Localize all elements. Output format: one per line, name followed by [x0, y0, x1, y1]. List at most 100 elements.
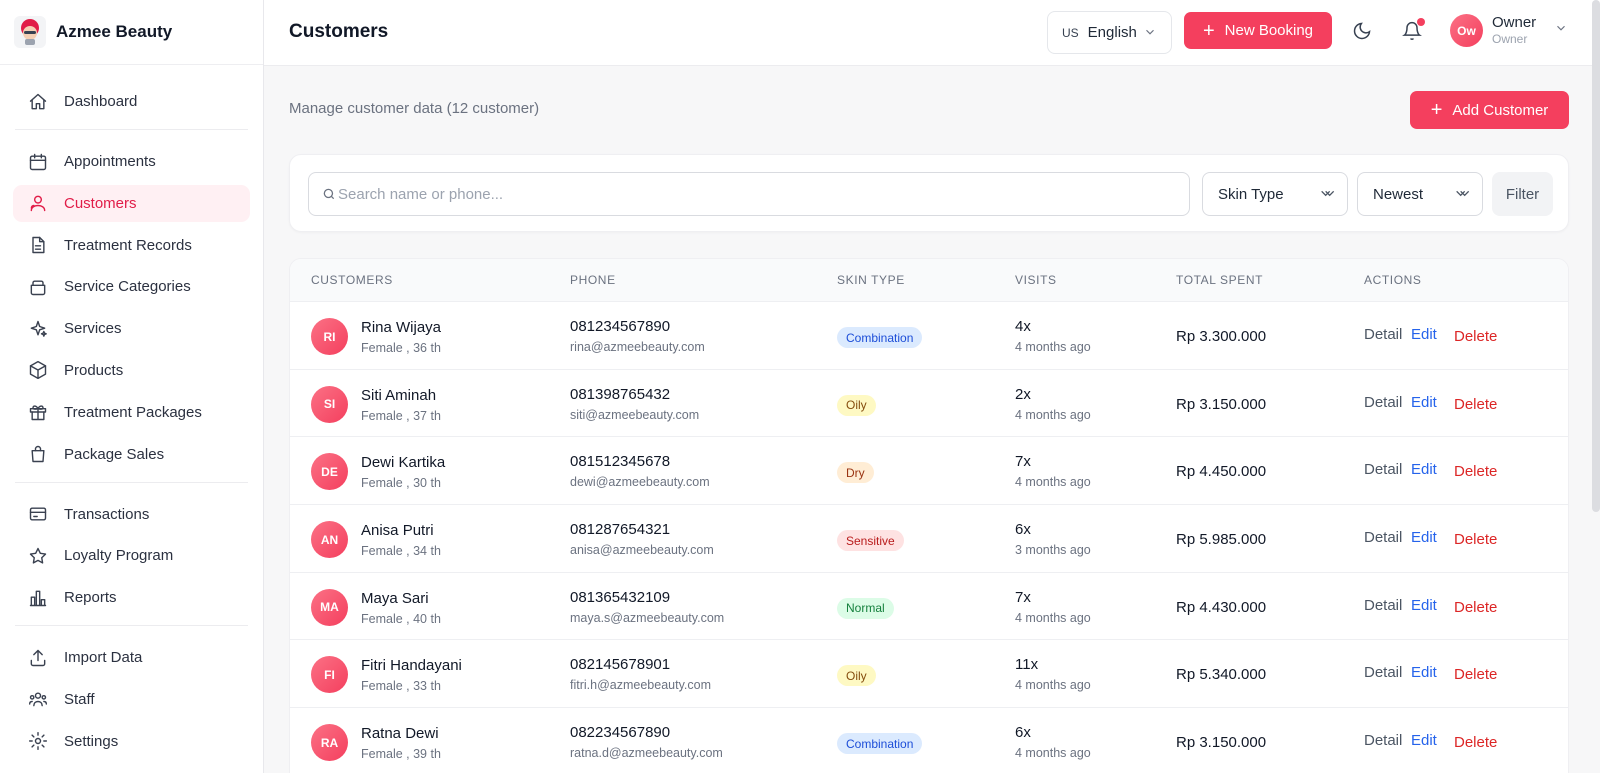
skin-type-badge: Oily — [837, 394, 876, 416]
sidebar-item-loyalty-program[interactable]: Loyalty Program — [13, 537, 250, 574]
delete-link[interactable]: Delete — [1454, 734, 1498, 752]
notifications-button[interactable] — [1402, 18, 1425, 47]
customer-name: Ratna Dewi — [361, 725, 439, 743]
column-header-customers[interactable]: CUSTOMERS — [311, 273, 393, 287]
language-select[interactable]: US English — [1047, 11, 1172, 54]
column-header-visits[interactable]: VISITS — [1015, 273, 1057, 287]
sidebar-item-dashboard[interactable]: Dashboard — [13, 83, 250, 120]
gear-icon — [28, 731, 48, 751]
home-icon — [28, 92, 48, 112]
detail-link[interactable]: Detail — [1364, 461, 1403, 479]
detail-link[interactable]: Detail — [1364, 529, 1403, 547]
column-header-total-spent[interactable]: TOTAL SPENT — [1176, 273, 1264, 287]
detail-link[interactable]: Detail — [1364, 732, 1403, 750]
customer-gender-age: Female , 40 th — [361, 611, 441, 626]
layers-icon — [28, 277, 48, 297]
search-input[interactable] — [338, 185, 1158, 203]
language-label: English — [1087, 24, 1137, 41]
sidebar-item-transactions[interactable]: Transactions — [13, 496, 250, 533]
customer-phone: 081287654321 — [570, 521, 671, 539]
visit-count: 6x — [1015, 521, 1031, 539]
document-icon — [28, 235, 48, 255]
column-header-skin-type[interactable]: SKIN TYPE — [837, 273, 905, 287]
edit-link[interactable]: Edit — [1411, 529, 1437, 547]
edit-link[interactable]: Edit — [1411, 326, 1437, 343]
sort-label: Newest — [1373, 185, 1424, 203]
detail-link[interactable]: Detail — [1364, 326, 1403, 343]
gift-icon — [28, 402, 48, 422]
add-customer-label: Add Customer — [1452, 101, 1549, 119]
sidebar-item-label: Import Data — [64, 649, 143, 667]
visit-count: 7x — [1015, 453, 1031, 471]
visit-count: 7x — [1015, 588, 1031, 606]
brand-name: Azmee Beauty — [56, 22, 173, 41]
sidebar: Azmee Beauty Dashboard Appointments Custom… — [0, 0, 264, 773]
total-spent: Rp 5.340.000 — [1176, 666, 1267, 684]
customer-phone: 081234567890 — [570, 318, 671, 335]
delete-link[interactable]: Delete — [1454, 531, 1498, 549]
total-spent: Rp 3.300.000 — [1176, 328, 1267, 345]
sidebar-item-services[interactable]: Services — [13, 310, 250, 347]
avatar: FI — [311, 656, 348, 694]
skin-type-badge: Dry — [837, 462, 874, 484]
user-menu[interactable]: Ow Owner Owner — [1450, 14, 1568, 47]
last-visit: 4 months ago — [1015, 746, 1091, 761]
sidebar-item-treatment-packages[interactable]: Treatment Packages — [13, 394, 250, 431]
chevron-down-icon — [1554, 21, 1568, 40]
sidebar-item-products[interactable]: Products — [13, 352, 250, 389]
sidebar-item-package-sales[interactable]: Package Sales — [13, 436, 250, 473]
detail-link[interactable]: Detail — [1364, 664, 1403, 682]
skin-type-select[interactable]: Skin Type — [1202, 172, 1348, 216]
delete-link[interactable]: Delete — [1454, 395, 1498, 413]
sidebar-item-customers[interactable]: Customers — [13, 184, 250, 222]
customer-email: fitri.h@azmeebeauty.com — [570, 678, 711, 693]
add-customer-button[interactable]: + Add Customer — [1410, 91, 1569, 129]
sidebar-item-settings[interactable]: Settings — [13, 723, 250, 760]
sidebar-item-import-data[interactable]: Import Data — [13, 639, 250, 676]
edit-link[interactable]: Edit — [1411, 664, 1437, 682]
sort-select[interactable]: Newest — [1357, 172, 1483, 216]
last-visit: 4 months ago — [1015, 340, 1091, 354]
new-booking-button[interactable]: + New Booking — [1184, 12, 1332, 49]
customer-email: rina@azmeebeauty.com — [570, 340, 705, 354]
customer-gender-age: Female , 34 th — [361, 544, 441, 559]
page-title: Customers — [289, 21, 389, 42]
search-box[interactable] — [308, 172, 1190, 216]
total-spent: Rp 4.450.000 — [1176, 463, 1267, 481]
edit-link[interactable]: Edit — [1411, 596, 1437, 614]
box-icon — [28, 360, 48, 380]
total-spent: Rp 3.150.000 — [1176, 734, 1267, 752]
detail-link[interactable]: Detail — [1364, 393, 1403, 411]
visit-count: 4x — [1015, 318, 1031, 335]
avatar: RA — [311, 724, 348, 762]
chevron-down-icon — [1319, 187, 1335, 205]
sidebar-item-staff[interactable]: Staff — [13, 681, 250, 718]
delete-link[interactable]: Delete — [1454, 666, 1498, 684]
total-spent: Rp 5.985.000 — [1176, 531, 1267, 549]
page-scrollbar[interactable] — [1592, 0, 1600, 512]
delete-link[interactable]: Delete — [1454, 463, 1498, 481]
sidebar-item-reports[interactable]: Reports — [13, 579, 250, 616]
sidebar-item-label: Treatment Records — [64, 236, 192, 254]
brand[interactable]: Azmee Beauty — [0, 0, 263, 65]
sidebar-item-treatment-records[interactable]: Treatment Records — [13, 227, 250, 264]
customer-name: Siti Aminah — [361, 386, 437, 404]
avatar: MA — [311, 588, 348, 626]
customer-gender-age: Female , 36 th — [361, 341, 441, 355]
customer-email: ratna.d@azmeebeauty.com — [570, 746, 723, 761]
edit-link[interactable]: Edit — [1411, 461, 1437, 479]
delete-link[interactable]: Delete — [1454, 328, 1498, 345]
filter-button[interactable]: Filter — [1492, 172, 1553, 216]
star-icon — [28, 546, 48, 566]
user-role: Owner — [1492, 32, 1528, 46]
edit-link[interactable]: Edit — [1411, 393, 1437, 411]
delete-link[interactable]: Delete — [1454, 598, 1498, 616]
sidebar-item-appointments[interactable]: Appointments — [13, 143, 250, 180]
detail-link[interactable]: Detail — [1364, 596, 1403, 614]
sidebar-item-label: Reports — [64, 589, 117, 607]
column-header-phone[interactable]: PHONE — [570, 273, 616, 287]
sidebar-item-service-categories[interactable]: Service Categories — [13, 268, 250, 305]
dark-mode-toggle[interactable] — [1352, 21, 1372, 46]
avatar: DE — [311, 453, 348, 491]
edit-link[interactable]: Edit — [1411, 732, 1437, 750]
